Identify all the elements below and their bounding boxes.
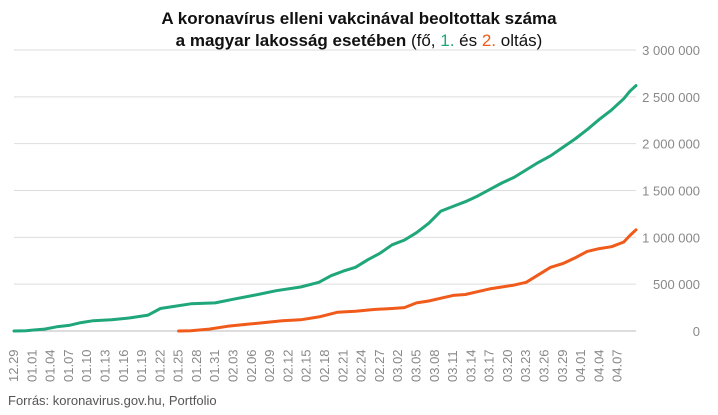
x-tick-label: 02.03 [226,349,241,382]
x-tick-label: 01.25 [171,349,186,382]
chart-title-between: és [454,31,482,50]
legend-first-dose: 1. [440,31,455,50]
y-tick-label: 1 000 000 [642,230,700,245]
series-line-second [177,228,638,333]
x-tick-label: 01.04 [43,349,58,382]
x-tick-label: 02.12 [280,349,295,382]
y-tick-label: 3 000 000 [642,43,700,58]
source-note: Forrás: koronavirus.gov.hu, Portfolio [8,393,217,408]
x-tick-label: 01.01 [24,349,39,382]
x-tick-label: 02.21 [335,349,350,382]
chart-title-unit-close: oltás) [496,31,543,50]
x-tick-label: 03.08 [427,349,442,382]
x-tick-label: 04.01 [573,349,588,382]
x-tick-label: 01.16 [116,349,131,382]
chart-title: A koronavírus elleni vakcinával beoltott… [0,8,718,52]
x-tick-label: 01.19 [134,349,149,382]
x-tick-label: 01.22 [152,349,167,382]
x-tick-label: 03.17 [482,349,497,382]
x-tick-label: 02.15 [299,349,314,382]
y-tick-label: 2 000 000 [642,137,700,152]
x-tick-label: 01.31 [207,349,222,382]
chart-title-line1: A koronavírus elleni vakcinával beoltott… [161,9,557,28]
x-tick-label: 01.07 [61,349,76,382]
x-tick-label: 03.11 [445,350,460,382]
x-tick-label: 01.28 [189,349,204,382]
x-tick-label: 02.24 [354,349,369,382]
legend-second-dose: 2. [481,31,497,50]
x-tick-label: 03.02 [390,349,405,382]
x-tick-label: 12.29 [6,349,21,382]
x-tick-label: 04.04 [591,349,606,382]
y-tick-label: 1 500 000 [642,184,700,199]
x-tick-label: 04.07 [610,349,625,382]
x-tick-label: 02.09 [262,349,277,382]
chart-title-unit-open: (fő, [406,31,441,50]
x-tick-label: 03.20 [500,349,515,382]
x-tick-label: 03.29 [555,349,570,382]
y-tick-label: 0 [693,324,700,339]
x-tick-label: 03.14 [463,349,478,382]
x-tick-label: 01.10 [79,349,94,382]
x-tick-label: 03.26 [537,349,552,382]
chart-title-line2: a magyar lakosság esetében [175,31,407,50]
series-line-first [12,84,638,333]
x-tick-label: 02.06 [244,349,259,382]
x-tick-label: 03.23 [518,349,533,382]
x-tick-label: 03.05 [408,349,423,382]
x-tick-label: 02.27 [372,349,387,382]
x-tick-label: 01.13 [97,349,112,382]
y-tick-label: 500 000 [653,277,700,292]
y-tick-label: 2 500 000 [642,90,700,105]
x-tick-label: 02.18 [317,349,332,382]
